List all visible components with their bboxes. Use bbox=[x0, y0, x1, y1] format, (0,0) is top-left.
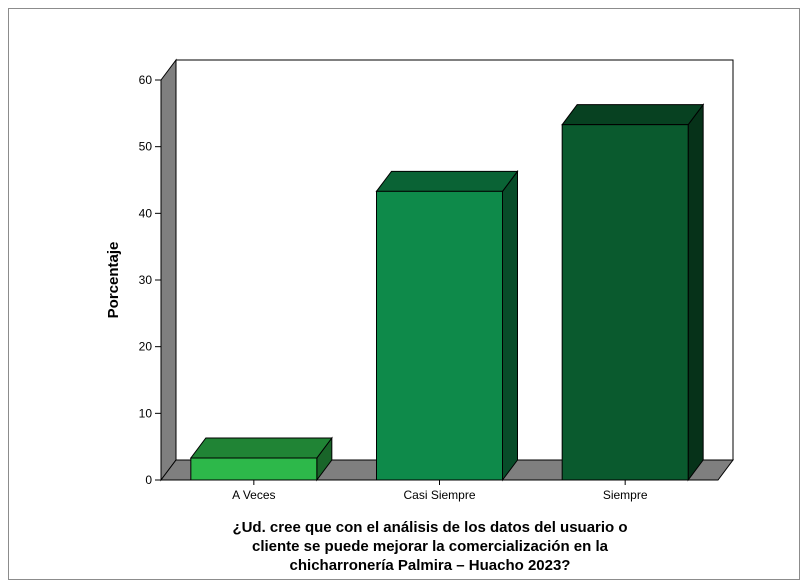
bar-top bbox=[561, 104, 705, 126]
x-tick-label: Siempre bbox=[603, 488, 648, 502]
y-tick-label: 30 bbox=[139, 273, 153, 287]
bar-a-veces bbox=[189, 436, 333, 482]
y-tick-label: 40 bbox=[139, 206, 153, 220]
y-axis-label: Porcentaje bbox=[105, 242, 122, 319]
bar-front bbox=[561, 124, 689, 481]
y-tick-label: 10 bbox=[139, 406, 153, 420]
left-wall bbox=[160, 58, 177, 482]
x-category-labels: A Veces Casi Siempre Siempre bbox=[232, 480, 648, 502]
bar-top bbox=[189, 437, 333, 459]
bar-siempre bbox=[561, 103, 705, 482]
x-axis-label-line-1: ¿Ud. cree que con el análisis de los dat… bbox=[232, 519, 627, 536]
bar-front bbox=[190, 457, 318, 481]
x-tick-label: Casi Siempre bbox=[403, 488, 475, 502]
y-ticks: 0 10 20 30 40 50 60 bbox=[139, 73, 161, 487]
bar-front bbox=[376, 190, 503, 481]
bar-casi-siempre bbox=[375, 169, 519, 482]
y-tick-label: 50 bbox=[139, 140, 153, 154]
bar-side bbox=[687, 103, 704, 482]
x-axis-label-line-2: cliente se puede mejorar la comercializa… bbox=[252, 538, 609, 555]
bars bbox=[189, 103, 705, 482]
chart-border bbox=[8, 8, 800, 580]
y-tick-label: 20 bbox=[139, 340, 153, 354]
bar-side bbox=[502, 169, 518, 482]
x-axis-label-line-3: chicharronería Palmira – Huacho 2023? bbox=[290, 557, 571, 574]
bar-top bbox=[375, 170, 519, 192]
y-tick-label: 60 bbox=[139, 73, 153, 87]
x-tick-label: A Veces bbox=[232, 488, 275, 502]
y-tick-label: 0 bbox=[145, 473, 152, 487]
